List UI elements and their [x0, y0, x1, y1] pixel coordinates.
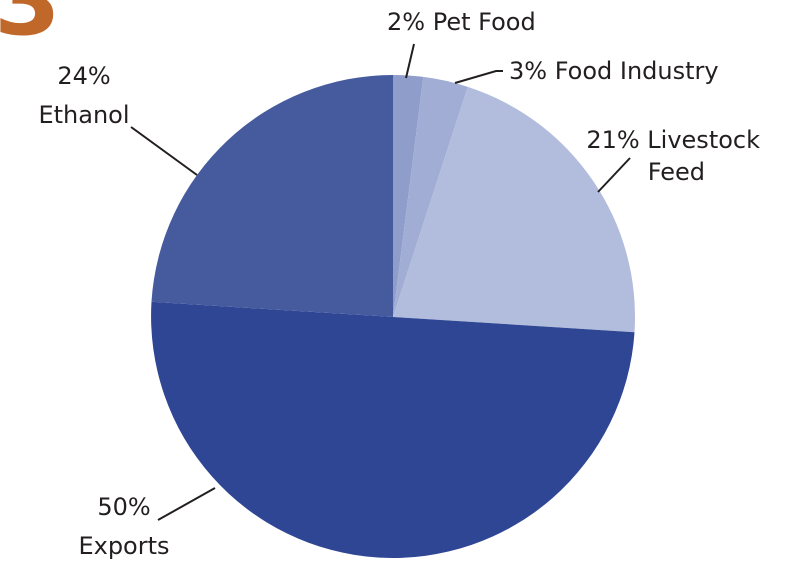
label-pet-food: 2% Pet Food [387, 8, 536, 36]
section-number-badge: 3 [0, 0, 61, 57]
slice-pet-food [393, 75, 424, 317]
label-exports-line2: Exports [78, 532, 169, 560]
leader-pet-food [405, 43, 415, 79]
label-exports-line1: 50% [97, 493, 150, 521]
slice-exports [151, 301, 635, 558]
pie-slices [151, 74, 635, 558]
label-ethanol-line2: Ethanol [38, 101, 129, 129]
label-livestock-line1: 21% Livestock [586, 126, 760, 154]
slice-ethanol [151, 74, 393, 317]
leader-livestock-feed [597, 157, 631, 193]
label-ethanol-line1: 24% [57, 62, 110, 90]
label-food-industry: 3% Food Industry [509, 57, 719, 85]
slice-livestock-feed [393, 86, 635, 333]
slice-food-industry [393, 76, 468, 317]
leader-food-industry [454, 70, 503, 84]
leader-ethanol [130, 126, 198, 176]
leader-exports [157, 487, 216, 521]
label-livestock-line2: Feed [648, 158, 705, 186]
